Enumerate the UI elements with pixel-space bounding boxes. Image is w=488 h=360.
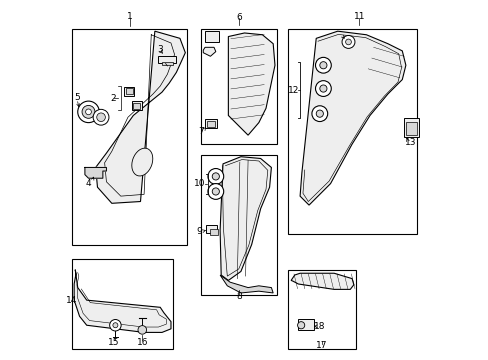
Circle shape	[311, 106, 327, 122]
Polygon shape	[220, 275, 273, 293]
Text: 7: 7	[198, 127, 204, 136]
Circle shape	[297, 321, 304, 329]
Polygon shape	[74, 270, 171, 332]
Circle shape	[78, 101, 99, 123]
Circle shape	[341, 36, 354, 48]
Text: 10: 10	[194, 179, 205, 188]
Bar	[287, 30, 416, 234]
Text: 4: 4	[85, 179, 91, 188]
Text: 5: 5	[74, 93, 80, 102]
Bar	[297, 319, 313, 329]
Bar	[206, 225, 217, 233]
Bar	[206, 121, 214, 127]
Text: 14: 14	[66, 296, 77, 305]
Text: 1: 1	[126, 12, 132, 21]
Circle shape	[207, 184, 223, 199]
Circle shape	[319, 62, 326, 69]
Bar	[131, 101, 142, 110]
Circle shape	[212, 188, 219, 195]
Circle shape	[82, 105, 95, 118]
Text: 8: 8	[236, 292, 242, 301]
Circle shape	[85, 109, 91, 115]
Circle shape	[93, 109, 109, 125]
Bar	[204, 119, 216, 128]
Bar	[158, 55, 176, 63]
Bar	[405, 122, 416, 135]
Bar	[133, 103, 140, 109]
Text: 6: 6	[236, 13, 242, 22]
Bar	[72, 30, 187, 244]
Circle shape	[207, 168, 223, 184]
Polygon shape	[203, 47, 215, 56]
Text: 12: 12	[287, 86, 298, 95]
Text: 2: 2	[111, 94, 116, 103]
Ellipse shape	[132, 148, 152, 176]
Text: 13: 13	[404, 138, 415, 147]
Text: 18: 18	[313, 322, 325, 331]
Text: 17: 17	[315, 341, 326, 350]
Polygon shape	[300, 31, 405, 205]
Bar	[126, 88, 132, 94]
Polygon shape	[228, 33, 274, 135]
Polygon shape	[220, 157, 271, 280]
Circle shape	[345, 39, 351, 45]
Polygon shape	[96, 31, 185, 203]
Bar	[201, 155, 276, 295]
Circle shape	[212, 173, 219, 180]
Text: 16: 16	[136, 338, 148, 347]
Circle shape	[97, 113, 105, 122]
Circle shape	[109, 319, 121, 331]
Bar	[72, 259, 172, 348]
Bar	[162, 62, 172, 64]
Text: 3: 3	[157, 45, 163, 54]
Circle shape	[138, 325, 146, 334]
Polygon shape	[290, 273, 353, 289]
Bar	[210, 229, 218, 234]
Circle shape	[319, 85, 326, 92]
Polygon shape	[85, 167, 106, 178]
Text: 11: 11	[353, 12, 364, 21]
Text: 9: 9	[196, 227, 202, 236]
Bar	[204, 31, 218, 42]
Circle shape	[316, 110, 323, 117]
Circle shape	[113, 323, 118, 328]
Bar	[287, 270, 355, 348]
Circle shape	[315, 81, 330, 96]
Circle shape	[315, 57, 330, 73]
Bar	[201, 30, 276, 144]
Text: 15: 15	[108, 338, 119, 347]
Bar	[124, 87, 134, 96]
Bar	[403, 118, 418, 137]
